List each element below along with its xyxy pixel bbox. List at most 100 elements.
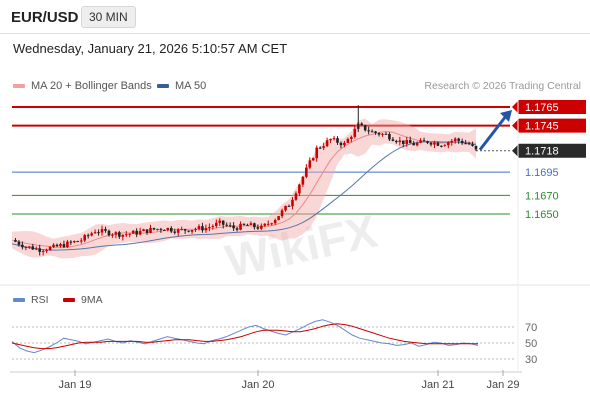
rsi-swatch [13,298,25,302]
candle-body [135,230,138,235]
candle-body [305,167,308,177]
candle-body [235,228,239,230]
candle-body [374,131,377,134]
candle-body [329,139,332,141]
candle-body [228,225,232,227]
x-tick-label: Jan 21 [421,379,454,391]
candle-body [464,143,467,145]
forecast-arrow-shaft [478,115,508,151]
level-label-1.1695: 1.1695 [525,167,559,179]
candle-body [204,227,208,231]
candle-body [55,244,59,247]
candle-body [277,216,280,221]
candle-body [471,144,474,146]
legend-label-rsi: RSI [31,294,49,306]
x-tick-label: Jan 19 [58,379,91,391]
candle-body [76,241,80,243]
candle-body [97,232,100,234]
candle-body [270,223,274,225]
x-tick-label: Jan 29 [486,379,519,391]
candle-body [260,225,263,229]
candle-body [156,228,159,230]
candle-body [21,244,24,248]
candle-body [256,227,260,229]
candle-body [52,244,55,248]
candle-body [460,140,464,144]
candle-body [474,145,478,150]
candle-body [104,229,107,231]
candle-body [405,140,409,144]
price-tag-label-1.1745: 1.1745 [525,121,559,133]
x-tick-label: Jan 20 [241,379,274,391]
candle-body [45,250,48,252]
candle-body [86,235,90,237]
ma20-swatch [13,84,25,88]
top-bar: EUR/USD 30 MIN [0,0,590,38]
ma50-line [11,141,477,251]
candle-body [152,227,156,230]
candle-body [242,223,246,225]
candle-body [190,229,194,232]
legend-label-ma20: MA 20 + Bollinger Bands [31,80,152,92]
candle-body [363,125,367,131]
candle-body [166,227,170,230]
candle-body [38,248,42,252]
candle-body [111,234,114,236]
candle-body [391,139,395,141]
candle-body [360,123,364,126]
candle-body [90,233,93,236]
rsi-tick-label: 30 [525,354,537,366]
candle-body [318,147,322,149]
attribution: Research © 2026 Trading Central [424,80,581,92]
candle-body [201,226,204,231]
candle-body [426,141,429,143]
candle-body [422,140,426,142]
candle-body [59,244,62,247]
candle-body [41,251,45,253]
candle-body [388,134,391,140]
candle-body [249,223,253,226]
candle-body [433,142,436,145]
candle-body [149,227,152,233]
level-label-1.1650: 1.1650 [525,209,559,221]
rsi-line [11,319,479,354]
header-divider [0,33,590,34]
candle-body [73,241,76,243]
candle-body [273,220,277,224]
candle-body [350,136,353,139]
candle-body [339,142,343,146]
candle-body [24,247,28,249]
candle-body [163,229,166,231]
candle-body [208,227,211,229]
candle-body [408,140,412,144]
forecast-arrow-head [500,110,512,122]
legend-item-rsi: RSI [13,294,49,306]
candle-body [225,224,228,226]
candle-body [121,234,125,237]
candle-body [194,228,197,230]
candle-body [332,138,336,140]
candle-body [34,248,38,250]
candle-body [114,232,118,235]
candle-body [93,232,97,234]
candle-body [457,138,460,141]
candle-body [322,146,325,148]
candle-body [412,143,415,146]
candle-body [176,229,180,233]
candle-body [197,226,201,229]
candle-body [66,241,69,248]
candle-body [308,160,312,168]
legend-item-ma50: MA 50 [157,80,206,92]
candle-body [107,230,111,236]
ma20-line [11,130,477,249]
candle-body [398,140,402,143]
level-label-1.1670: 1.1670 [525,190,559,202]
candle-body [169,227,173,232]
candle-body [145,229,149,233]
candle-body [315,147,319,159]
timeframe-badge[interactable]: 30 MIN [81,6,136,28]
candle-body [384,133,388,135]
candle-body [14,240,17,242]
candle-body [253,223,256,228]
